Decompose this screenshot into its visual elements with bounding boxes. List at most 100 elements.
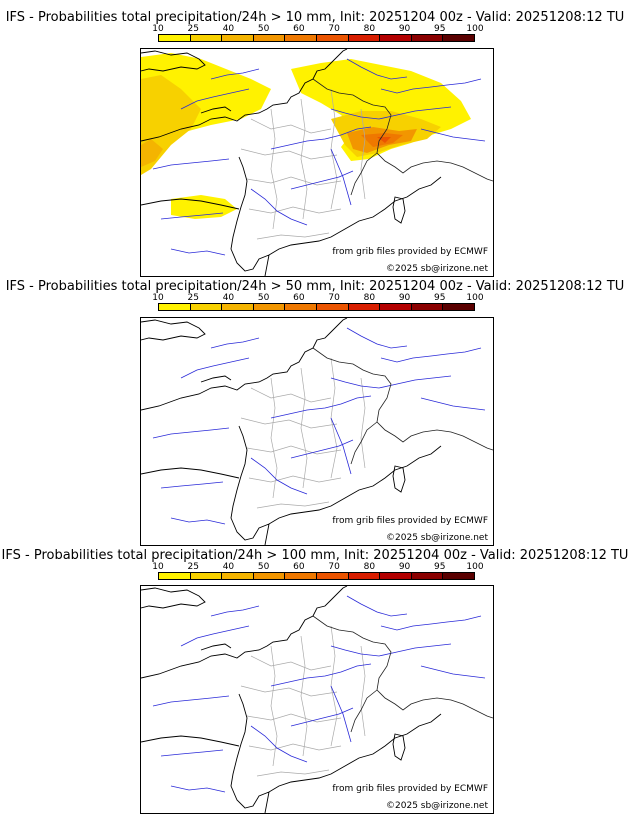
legend-tick-label: 60 [293, 293, 305, 303]
legend-color-box [190, 304, 223, 310]
uk-coastline [141, 319, 206, 341]
coastline [141, 49, 442, 276]
region-boundary [240, 417, 338, 429]
legend-tick-label: 60 [293, 24, 305, 34]
legend-color-box [411, 304, 444, 310]
country-border [312, 78, 493, 196]
region-boundary [256, 769, 330, 777]
region-boundary [240, 148, 338, 160]
panel-1-map-canvas [141, 49, 493, 276]
legend-tick-label: 40 [222, 24, 235, 34]
legend-color-box [380, 35, 412, 41]
copyright-credit: ©2025 sb@irizone.net [386, 801, 488, 811]
river [290, 170, 354, 190]
legend-color-box [380, 304, 412, 310]
corsica-coastline [392, 465, 406, 493]
region-boundary [330, 357, 338, 479]
region-boundary [250, 387, 332, 403]
legend-tick-label: 90 [398, 293, 411, 303]
panel-2-map: from grib files provided by ECMWF ©2025 … [140, 317, 494, 546]
river [330, 417, 352, 475]
river [330, 375, 452, 389]
legend-color-box [253, 304, 286, 310]
legend-tick-label: 70 [328, 24, 340, 34]
coastline [141, 586, 442, 813]
legend-color-box [316, 304, 349, 310]
river [160, 212, 224, 220]
legend-color-box [380, 573, 412, 579]
river [290, 707, 354, 727]
river [170, 248, 226, 256]
river [250, 725, 308, 763]
panel-3-legend: 10 25 40 50 60 70 80 90 95 100 [152, 562, 484, 588]
legend-ticks: 10 25 40 50 60 70 80 90 95 100 [152, 24, 483, 34]
legend-color-box [222, 573, 254, 579]
region-boundary [256, 232, 330, 240]
legend-tick-label: 25 [187, 24, 199, 34]
legend-color-box [159, 573, 191, 579]
source-credit: from grib files provided by ECMWF [332, 247, 488, 257]
legend-ticks: 10 25 40 50 60 70 80 90 95 100 [152, 562, 483, 572]
region-boundary [360, 377, 366, 469]
legend-color-box [159, 35, 191, 41]
river [380, 347, 482, 363]
legend-color-box [348, 35, 381, 41]
corsica-coastline [392, 196, 406, 224]
source-credit: from grib files provided by ECMWF [332, 784, 488, 794]
uk-coastline [141, 587, 206, 609]
region-boundary [246, 713, 342, 723]
river [380, 615, 482, 631]
region-boundary [248, 206, 342, 214]
river [210, 337, 260, 349]
legend-tick-label: 100 [466, 293, 484, 303]
legend-colorbar [158, 303, 475, 311]
legend-tick-label: 25 [187, 293, 199, 303]
panel-1-legend: 10 25 40 50 60 70 80 90 95 100 [152, 24, 484, 50]
region-boundary [246, 445, 342, 455]
region-boundary [256, 501, 330, 509]
legend-tick-label: 95 [434, 24, 446, 34]
legend-color-box [411, 573, 444, 579]
river [330, 148, 352, 206]
panel-1-map: from grib files provided by ECMWF ©2025 … [140, 48, 494, 277]
legend-color-box [222, 35, 254, 41]
region-boundary [300, 98, 308, 220]
river [420, 128, 486, 142]
river [160, 481, 224, 489]
river [290, 439, 354, 459]
river [180, 88, 250, 110]
panel-3-map: from grib files provided by ECMWF ©2025 … [140, 585, 494, 814]
panel-2-title: IFS - Probabilities total precipitation/… [5, 279, 625, 294]
country-border [312, 615, 493, 733]
panel-2-legend: 10 25 40 50 60 70 80 90 95 100 [152, 293, 484, 319]
panel-1-title: IFS - Probabilities total precipitation/… [5, 10, 625, 25]
legend-color-box [253, 573, 286, 579]
legend-tick-label: 10 [152, 293, 164, 303]
legend-tick-label: 100 [466, 24, 484, 34]
uk-coastline [141, 50, 206, 72]
legend-tick-label: 80 [363, 293, 376, 303]
river [420, 665, 486, 679]
region-boundary [360, 645, 366, 737]
legend-tick-label: 10 [152, 562, 164, 572]
legend-color-box [285, 35, 317, 41]
region-boundary [300, 367, 308, 489]
legend-tick-label: 95 [434, 293, 446, 303]
legend-color-box [348, 573, 381, 579]
copyright-credit: ©2025 sb@irizone.net [386, 264, 488, 274]
river [346, 58, 408, 80]
river [170, 785, 226, 793]
river [270, 395, 372, 419]
river [160, 749, 224, 757]
corsica-coastline [392, 733, 406, 761]
legend-tick-label: 80 [363, 562, 376, 572]
precip-area [141, 139, 163, 167]
river [330, 106, 452, 120]
region-boundary [270, 108, 278, 230]
region-boundary [246, 176, 342, 186]
river [250, 457, 308, 495]
region-boundary [250, 118, 332, 134]
river [346, 595, 408, 617]
legend-color-box [443, 573, 474, 579]
region-boundary [300, 635, 308, 757]
